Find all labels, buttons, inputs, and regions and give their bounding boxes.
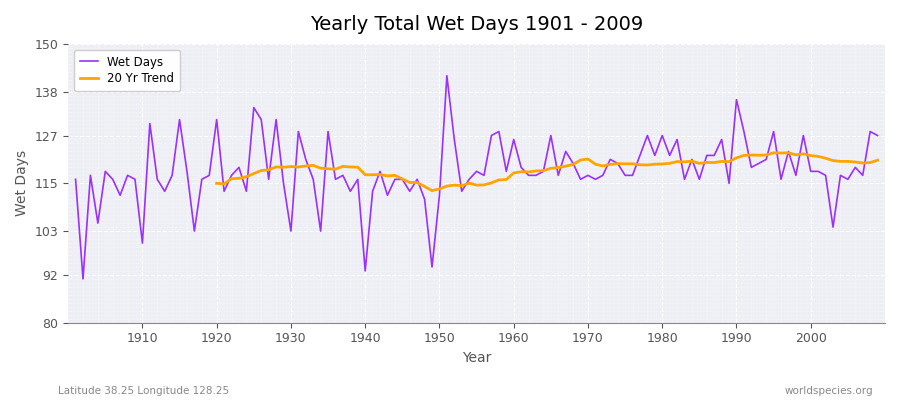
Wet Days <box>137 241 148 246</box>
Wet Days <box>612 161 623 166</box>
Wet Days <box>442 73 453 78</box>
Title: Yearly Total Wet Days 1901 - 2009: Yearly Total Wet Days 1901 - 2009 <box>310 15 644 34</box>
Wet Days <box>301 157 311 162</box>
20 Yr Trend <box>301 164 311 168</box>
Wet Days <box>516 165 526 170</box>
Wet Days <box>70 177 81 182</box>
Wet Days <box>77 276 88 281</box>
20 Yr Trend <box>427 188 437 193</box>
20 Yr Trend <box>212 181 222 186</box>
Wet Days <box>523 173 534 178</box>
Text: Latitude 38.25 Longitude 128.25: Latitude 38.25 Longitude 128.25 <box>58 386 230 396</box>
20 Yr Trend <box>769 150 779 155</box>
Line: 20 Yr Trend: 20 Yr Trend <box>217 153 878 191</box>
20 Yr Trend <box>790 152 801 157</box>
20 Yr Trend <box>412 180 423 185</box>
20 Yr Trend <box>858 160 868 165</box>
X-axis label: Year: Year <box>462 351 491 365</box>
20 Yr Trend <box>680 159 690 164</box>
Wet Days <box>345 189 356 194</box>
20 Yr Trend <box>872 158 883 163</box>
Text: worldspecies.org: worldspecies.org <box>785 386 873 396</box>
Wet Days <box>872 133 883 138</box>
Legend: Wet Days, 20 Yr Trend: Wet Days, 20 Yr Trend <box>74 50 180 91</box>
20 Yr Trend <box>776 151 787 156</box>
Y-axis label: Wet Days: Wet Days <box>15 150 29 216</box>
Line: Wet Days: Wet Days <box>76 76 878 279</box>
